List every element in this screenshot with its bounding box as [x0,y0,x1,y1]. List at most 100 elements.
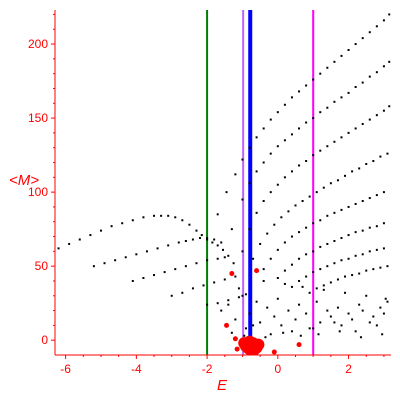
data-point [359,336,362,339]
data-point [319,149,322,152]
data-point [206,238,209,241]
data-point [347,312,350,315]
data-point [358,272,361,275]
data-point [354,254,357,257]
vertical-reference-lines [206,10,315,355]
data-point [305,121,308,124]
x-tick-label: -2 [202,362,213,376]
data-point [298,257,301,260]
data-point [191,238,194,241]
data-point [347,131,350,134]
data-point [252,257,255,260]
data-point [259,321,262,324]
data-point [206,259,209,262]
data-point [216,244,219,247]
data-point [308,195,311,198]
data-point [319,111,322,114]
data-point [361,253,364,256]
data-point [283,103,286,106]
data-point [319,268,322,271]
data-point [361,200,364,203]
data-point [326,214,329,217]
data-point [234,173,237,176]
data-point [344,174,347,177]
data-point [114,259,117,262]
data-point [382,65,385,68]
data-point [276,248,279,251]
data-point [206,237,209,240]
data-point [361,37,364,40]
data-point [326,265,329,268]
data-point [248,182,251,185]
data-point [326,66,329,69]
data-point [319,321,322,324]
data-point [243,334,246,337]
data-point [375,25,378,28]
data-point [262,268,265,271]
data-point [375,324,378,327]
data-point [340,54,343,57]
data-point [308,291,311,294]
data-point [298,90,301,93]
data-point [255,136,258,139]
data-point [333,262,336,265]
data-point [167,214,170,217]
data-point [156,247,159,250]
data-point [347,48,350,51]
data-point [382,109,385,112]
data-point [184,239,187,242]
data-point [230,331,233,334]
data-point [276,277,279,280]
data-point [276,111,279,114]
data-point [216,213,219,216]
data-point [382,312,385,315]
data-point [319,72,322,75]
data-point [188,223,191,226]
data-point [211,241,214,244]
data-point [283,139,286,142]
data-point [227,299,230,302]
data-point [223,256,226,259]
data-point [388,13,391,16]
data-point [195,229,198,232]
data-point [305,253,308,256]
data-point [326,145,329,148]
data-point [299,334,302,337]
data-point [365,294,368,297]
data-point [305,312,308,315]
data-point [290,330,293,333]
data-point [372,268,375,271]
data-point [368,197,371,200]
data-point [375,248,378,251]
data-point [333,321,336,324]
data-point [326,309,329,312]
data-point [368,118,371,121]
data-point [315,300,318,303]
data-point [269,257,272,260]
data-point [244,293,247,296]
data-point [200,234,203,237]
data-point [290,133,293,136]
data-point [254,268,260,274]
data-point [227,303,230,306]
data-point [202,284,205,287]
data-point [216,302,219,305]
data-point [244,327,247,330]
data-point [241,198,244,201]
data-point [361,123,364,126]
data-point [298,231,301,234]
data-point [255,300,258,303]
data-point [315,287,318,290]
data-point [351,274,354,277]
data-point [57,247,60,250]
data-point [283,241,286,244]
x-tick-label: 0 [274,362,281,376]
data-point [344,275,347,278]
data-point [248,312,251,315]
y-tick-label: 100 [28,185,48,199]
data-point [301,200,304,203]
data-point [266,306,269,309]
data-point [271,349,277,355]
data-point [283,269,286,272]
data-point [262,279,265,282]
